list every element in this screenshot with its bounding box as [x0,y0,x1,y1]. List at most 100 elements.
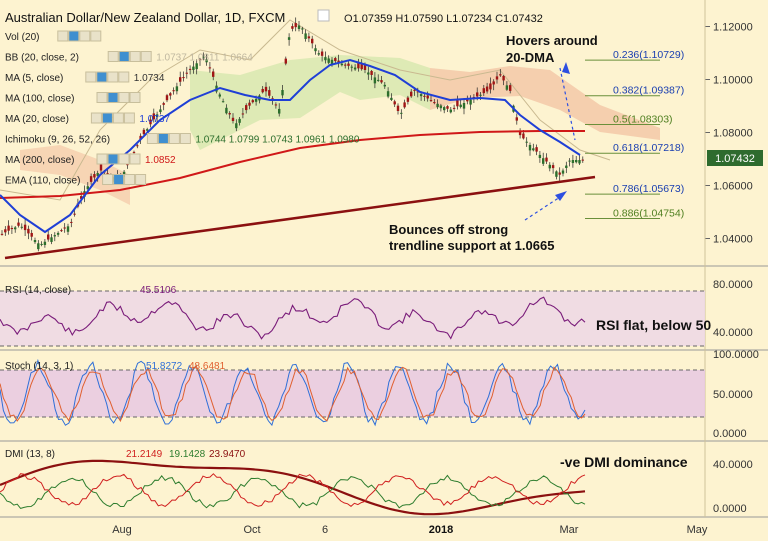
price-tick-label: 1.04000 [713,234,753,246]
svg-text:Hovers around: Hovers around [506,33,598,48]
eye-icon[interactable] [85,71,97,83]
candle-body [287,37,291,40]
svg-text:Stoch (14, 3, 1): Stoch (14, 3, 1) [5,361,73,372]
candle-body [522,133,525,139]
gear-icon[interactable] [107,153,119,165]
plus-icon[interactable] [107,71,119,83]
svg-text:MA (200, close): MA (200, close) [5,155,74,166]
svg-text:80.0000: 80.0000 [713,279,753,291]
candle-body [436,103,439,108]
candle-body [268,90,271,96]
svg-text:6: 6 [322,524,328,536]
legend-row[interactable]: MA (20, close) 1.0737 [5,112,170,125]
candle-body [462,103,466,109]
candle-body [60,230,63,232]
close-icon[interactable] [179,133,191,144]
plus-icon[interactable] [118,92,130,103]
candle-body [66,226,70,232]
candle-body [86,186,89,190]
eye-icon[interactable] [90,112,102,124]
candle-body [172,90,175,92]
header-settings-icon[interactable] [317,9,330,22]
close-icon[interactable] [129,92,141,103]
candle-body [17,222,20,226]
close-icon[interactable] [118,71,130,83]
gear-icon[interactable] [157,133,169,144]
candle-body [70,221,73,223]
close-icon[interactable] [123,112,135,124]
candle-body [93,174,96,178]
eye-icon[interactable] [107,51,119,62]
candle-body [73,213,76,215]
legend-row[interactable]: Ichimoku (9, 26, 52, 26) 1.0744 1.0799 1.… [5,133,360,146]
legend-row[interactable]: MA (5, close) 1.0734 [5,71,165,84]
ohlc-key-c: C [492,13,503,25]
candle-body [179,77,182,82]
candle-body [225,107,228,114]
gear-icon[interactable] [96,71,108,83]
candle-body [439,105,443,109]
plus-icon[interactable] [112,112,124,124]
close-icon[interactable] [140,51,152,62]
candle-body [495,76,499,80]
gear-icon[interactable] [118,51,130,62]
eye-icon[interactable] [102,174,114,185]
dmi-annotation: -ve DMI dominance [560,454,688,470]
candle-body [400,112,403,114]
eye-icon[interactable] [96,92,108,103]
candle-body [96,173,99,176]
close-icon[interactable] [129,153,141,165]
eye-icon[interactable] [96,153,108,165]
candle-body [80,196,83,199]
price-tick-label: 1.12000 [713,22,753,34]
candle-body [7,225,10,231]
legend-row[interactable]: MA (200, close) 1.0852 [5,153,176,166]
candle-body [433,102,436,104]
plus-icon[interactable] [118,153,130,165]
legend-row[interactable]: EMA (110, close) [5,174,147,187]
candle-body [390,97,393,100]
candle-body [489,83,492,90]
candle-body [551,165,555,169]
gear-icon[interactable] [68,30,80,42]
candle-body [367,72,370,75]
time-axis[interactable]: Aug Oct 6 2018 Mar May [0,518,708,541]
candle-body [542,158,545,164]
legend-row[interactable]: MA (100, close) [5,92,141,105]
gear-icon[interactable] [101,112,113,124]
plus-icon[interactable] [124,174,136,185]
close-icon[interactable] [90,30,102,42]
candle-body [264,86,268,92]
gear-icon[interactable] [113,174,125,185]
candle-body [340,63,344,66]
ohlc-value-o: 1.07359 [353,13,393,25]
candle-body [360,63,363,70]
candle-body [205,59,208,63]
candle-body [499,74,502,76]
candle-body [188,68,192,70]
chart-title: Australian Dollar/New Zealand Dollar, 1D… [5,10,285,25]
candle-body [47,234,50,240]
candle-body [350,66,353,68]
close-icon[interactable] [135,174,147,185]
eye-icon[interactable] [146,133,158,144]
candle-body [228,113,231,115]
candle-body [502,76,505,81]
indicator-legend: Vol (20) BB (20, close, 2) 1.0737 1.0811 1… [5,30,360,187]
legend-row[interactable]: Vol (20) [5,30,102,43]
legend-row[interactable]: BB (20, close, 2) 1.0737 1.0811 1.0664 [5,51,253,64]
candle-body [23,224,27,231]
candle-body [221,101,225,103]
plus-icon[interactable] [129,51,141,62]
plus-icon[interactable] [79,30,91,42]
candle-body [578,160,581,164]
candle-body [304,33,307,39]
plus-icon[interactable] [168,133,180,144]
price-axis[interactable] [705,0,768,265]
candle-body [452,107,456,109]
candle-body [555,171,558,177]
eye-icon[interactable] [57,30,69,42]
svg-text:50.0000: 50.0000 [713,389,753,401]
gear-icon[interactable] [107,92,119,103]
